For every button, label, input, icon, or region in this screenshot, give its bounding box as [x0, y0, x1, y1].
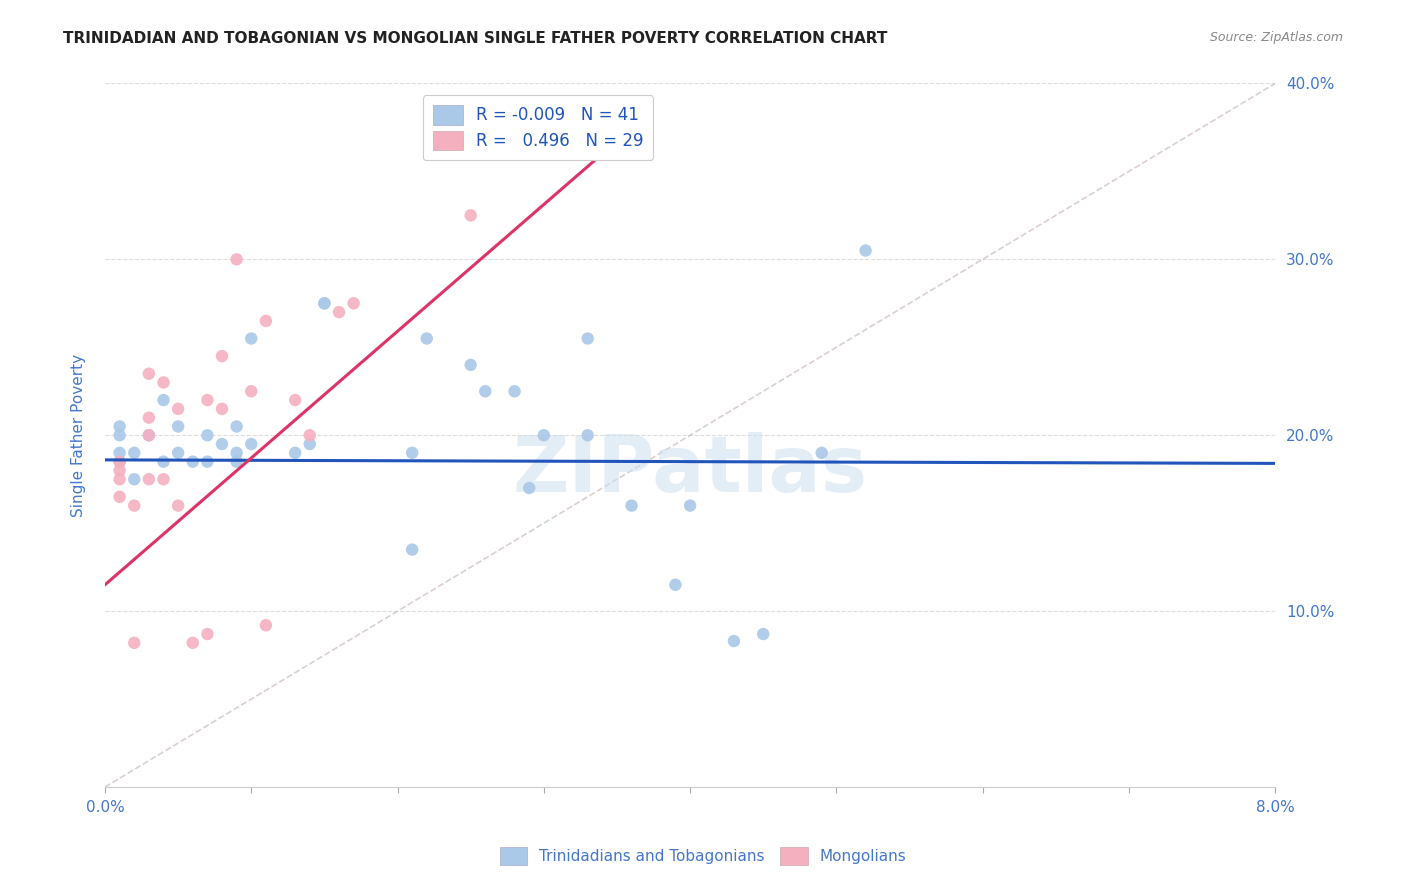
- Point: [416, 331, 439, 345]
- Point: [138, 428, 160, 442]
- Point: [138, 428, 160, 442]
- Point: [855, 244, 877, 258]
- Point: [444, 129, 467, 144]
- Point: [401, 542, 423, 557]
- Point: [225, 419, 247, 434]
- Point: [152, 393, 174, 408]
- Point: [679, 499, 702, 513]
- Point: [122, 499, 145, 513]
- Point: [152, 472, 174, 486]
- Point: [167, 419, 190, 434]
- Legend: Trinidadians and Tobagonians, Mongolians: Trinidadians and Tobagonians, Mongolians: [494, 841, 912, 871]
- Point: [328, 305, 350, 319]
- Point: [343, 296, 366, 310]
- Point: [284, 393, 307, 408]
- Legend: R = -0.009   N = 41, R =   0.496   N = 29: R = -0.009 N = 41, R = 0.496 N = 29: [423, 95, 654, 161]
- Point: [460, 358, 482, 372]
- Point: [503, 384, 526, 399]
- Point: [314, 296, 336, 310]
- Point: [108, 472, 131, 486]
- Point: [225, 455, 247, 469]
- Point: [108, 463, 131, 477]
- Point: [195, 455, 218, 469]
- Point: [298, 437, 321, 451]
- Point: [620, 499, 643, 513]
- Point: [298, 428, 321, 442]
- Point: [211, 349, 233, 363]
- Point: [810, 446, 832, 460]
- Text: Source: ZipAtlas.com: Source: ZipAtlas.com: [1209, 31, 1343, 45]
- Point: [108, 428, 131, 442]
- Point: [225, 252, 247, 267]
- Point: [138, 367, 160, 381]
- Point: [195, 428, 218, 442]
- Point: [723, 634, 745, 648]
- Point: [460, 208, 482, 222]
- Point: [152, 455, 174, 469]
- Point: [225, 446, 247, 460]
- Point: [152, 376, 174, 390]
- Point: [254, 618, 277, 632]
- Point: [108, 455, 131, 469]
- Point: [254, 314, 277, 328]
- Y-axis label: Single Father Poverty: Single Father Poverty: [72, 354, 86, 516]
- Point: [401, 446, 423, 460]
- Point: [108, 419, 131, 434]
- Point: [240, 331, 263, 345]
- Point: [108, 446, 131, 460]
- Point: [211, 401, 233, 416]
- Point: [181, 455, 204, 469]
- Point: [576, 428, 599, 442]
- Point: [167, 401, 190, 416]
- Point: [108, 490, 131, 504]
- Point: [138, 410, 160, 425]
- Point: [284, 446, 307, 460]
- Point: [122, 446, 145, 460]
- Point: [240, 384, 263, 399]
- Point: [122, 636, 145, 650]
- Point: [167, 499, 190, 513]
- Text: ZIPatlas: ZIPatlas: [513, 433, 868, 508]
- Point: [195, 627, 218, 641]
- Point: [664, 578, 686, 592]
- Text: TRINIDADIAN AND TOBAGONIAN VS MONGOLIAN SINGLE FATHER POVERTY CORRELATION CHART: TRINIDADIAN AND TOBAGONIAN VS MONGOLIAN …: [63, 31, 887, 46]
- Point: [211, 437, 233, 451]
- Point: [474, 384, 496, 399]
- Point: [195, 393, 218, 408]
- Point: [167, 446, 190, 460]
- Point: [181, 636, 204, 650]
- Point: [517, 481, 540, 495]
- Point: [108, 455, 131, 469]
- Point: [138, 472, 160, 486]
- Point: [240, 437, 263, 451]
- Point: [314, 296, 336, 310]
- Point: [576, 331, 599, 345]
- Point: [533, 428, 555, 442]
- Point: [752, 627, 775, 641]
- Point: [122, 472, 145, 486]
